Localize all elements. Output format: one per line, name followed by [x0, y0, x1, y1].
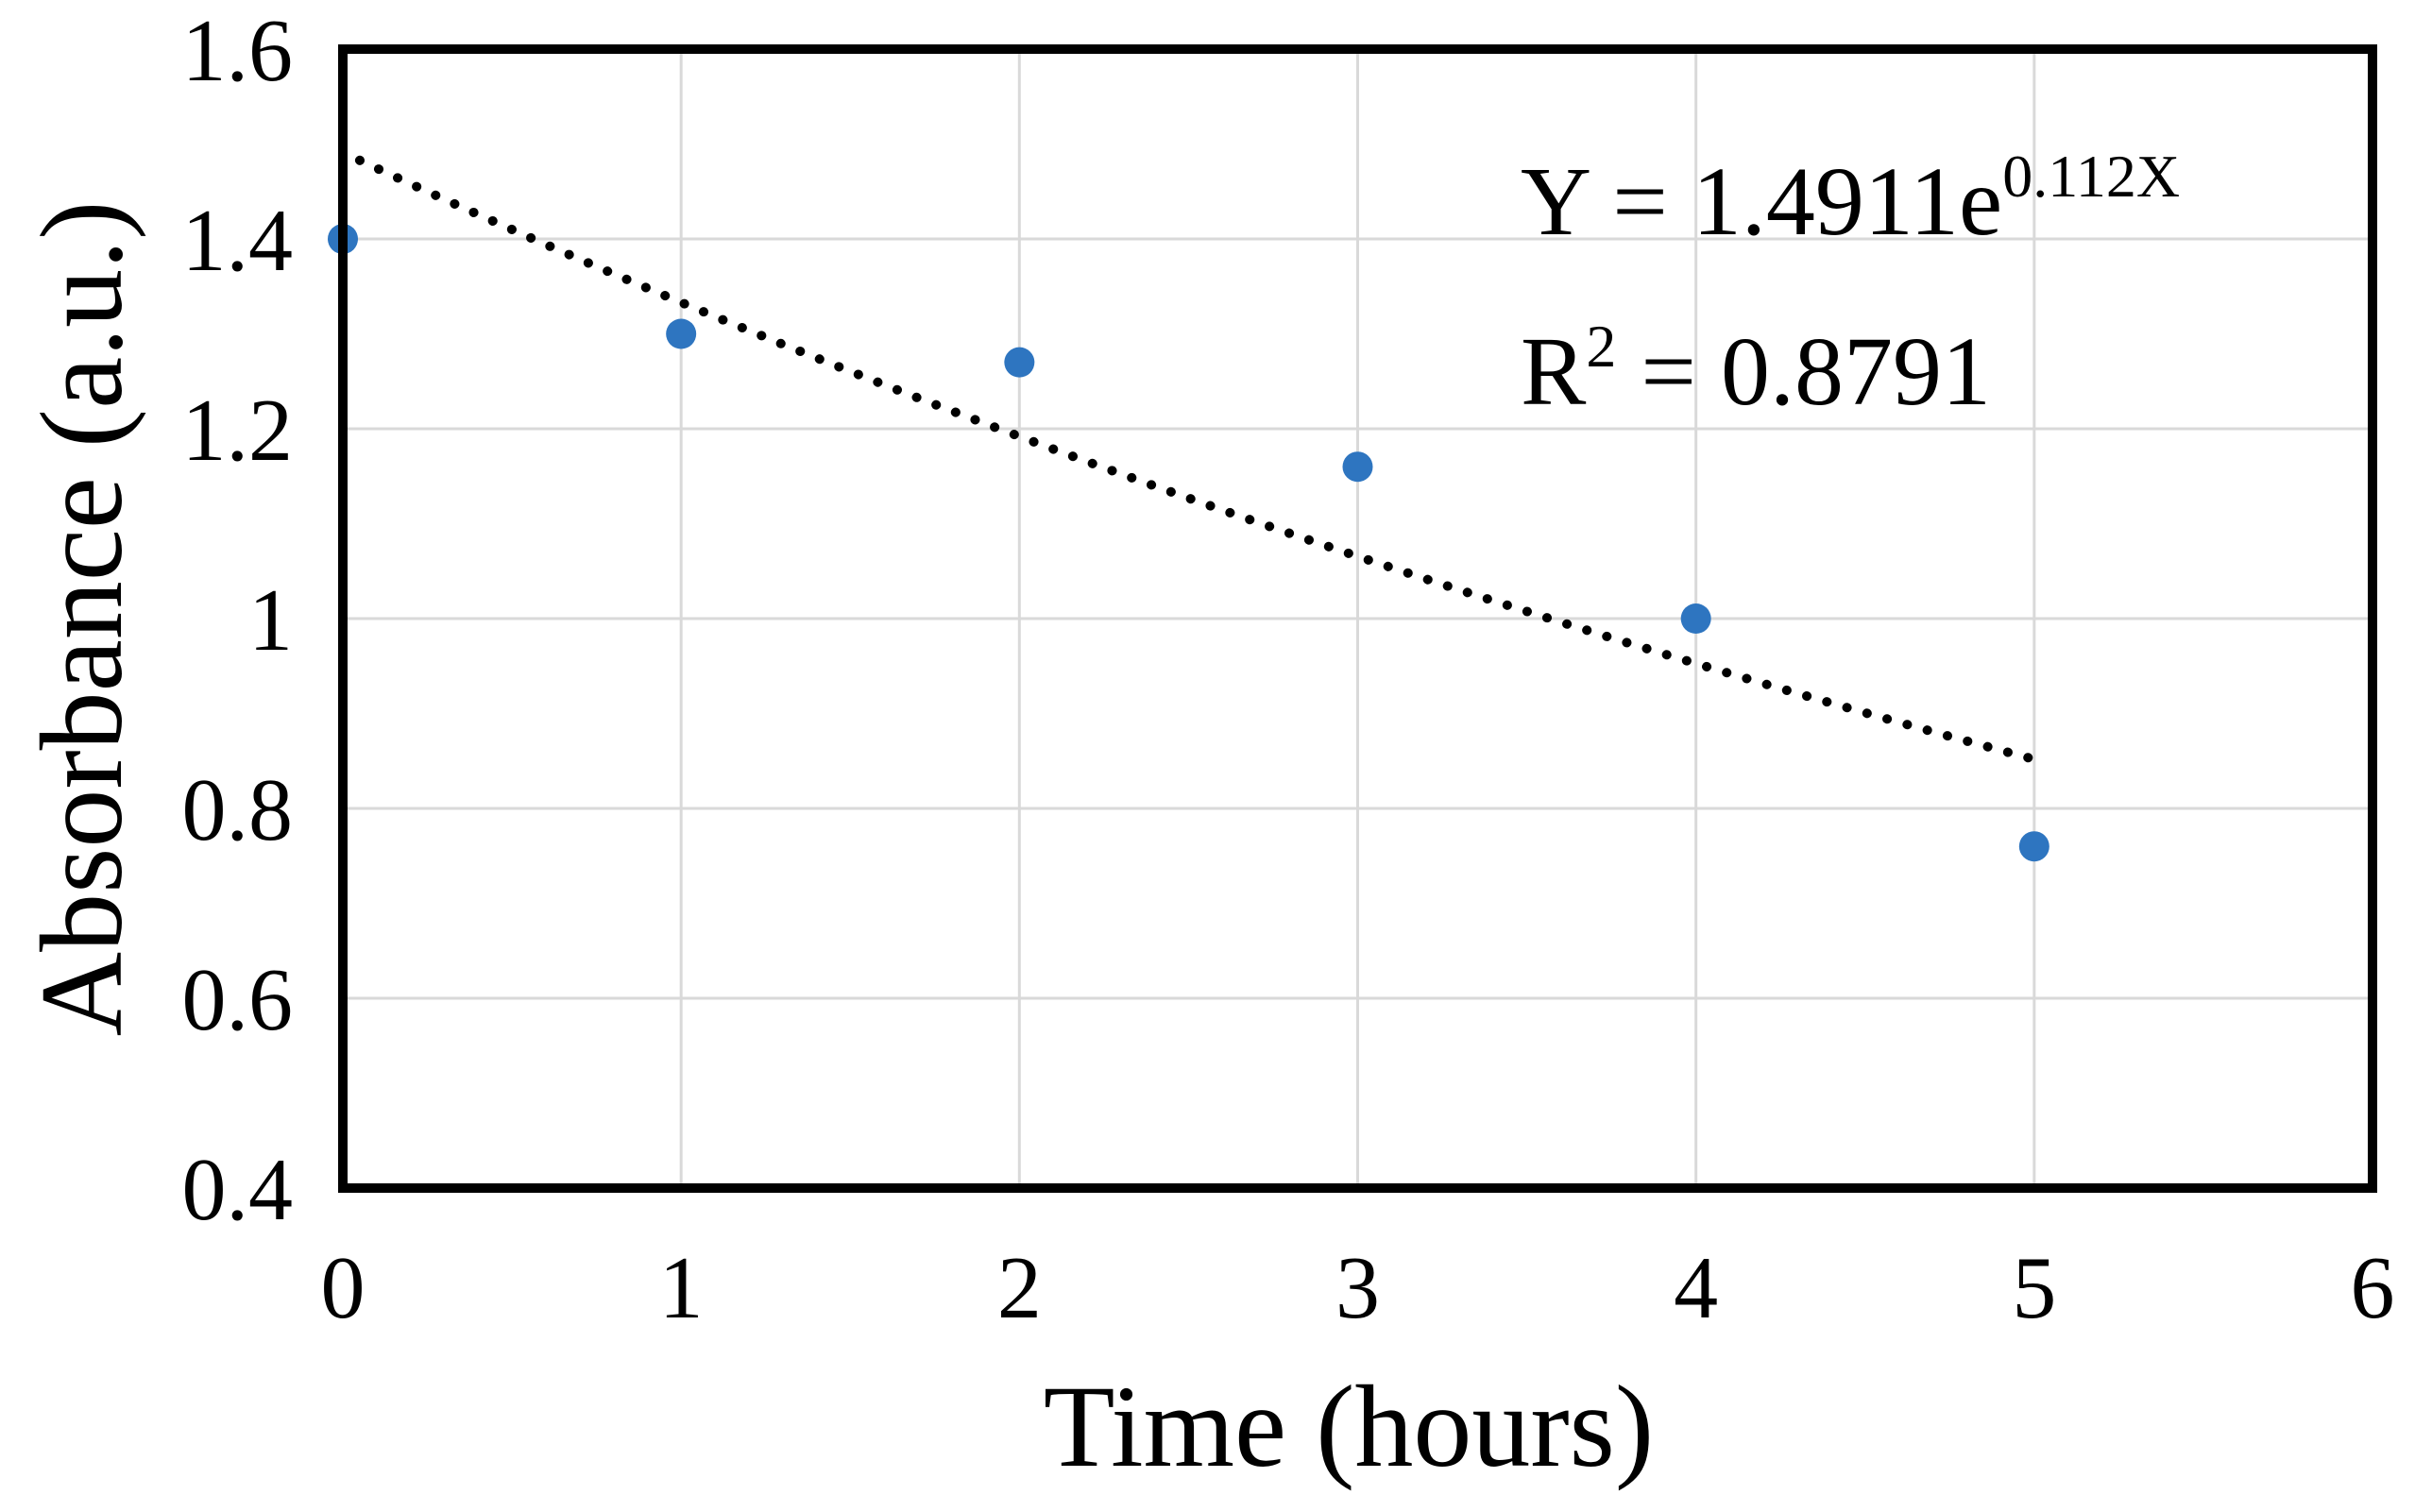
x-axis-title: Time (hours) [1044, 1362, 1654, 1491]
grid-lines [341, 47, 2374, 1190]
x-tick-label: 5 [2012, 1239, 2056, 1337]
data-points [328, 224, 2049, 862]
equation-exponent: 0.112X [2002, 143, 2180, 210]
y-tick-label: 1 [248, 571, 293, 670]
r2-value: = 0.8791 [1616, 317, 1991, 426]
y-tick-label: 1.4 [182, 192, 294, 290]
x-tick-label: 4 [1674, 1239, 1718, 1337]
y-tick-labels: 0.4 0.6 0.8 1 1.2 1.4 1.6 [182, 2, 294, 1239]
data-point [1004, 347, 1035, 378]
r2-prefix: R [1521, 317, 1587, 426]
r-squared-label: R2 = 0.8791 [1521, 313, 1991, 426]
equation-prefix: Y = 1.4911e [1521, 147, 2002, 256]
y-tick-label: 1.2 [182, 382, 294, 480]
data-point [666, 318, 697, 349]
y-tick-label: 1.6 [182, 2, 294, 100]
y-tick-label: 0.4 [182, 1141, 294, 1239]
y-tick-label: 0.8 [182, 761, 294, 859]
x-tick-labels: 0 1 2 3 4 5 6 [321, 1239, 2395, 1337]
x-tick-label: 6 [2351, 1239, 2395, 1337]
x-tick-label: 0 [321, 1239, 366, 1337]
plot-frame [338, 44, 2377, 1193]
data-point [1680, 603, 1711, 634]
y-axis-title: Absorbance (a.u.) [17, 201, 146, 1037]
trendline-equation: Y = 1.4911e0.112X [1521, 143, 2180, 256]
data-point [1342, 451, 1373, 483]
r2-superscript: 2 [1586, 313, 1616, 380]
x-tick-label: 2 [997, 1239, 1042, 1337]
data-point [2018, 831, 2049, 862]
y-tick-label: 0.6 [182, 951, 294, 1049]
x-tick-label: 1 [659, 1239, 704, 1337]
x-tick-label: 3 [1335, 1239, 1380, 1337]
